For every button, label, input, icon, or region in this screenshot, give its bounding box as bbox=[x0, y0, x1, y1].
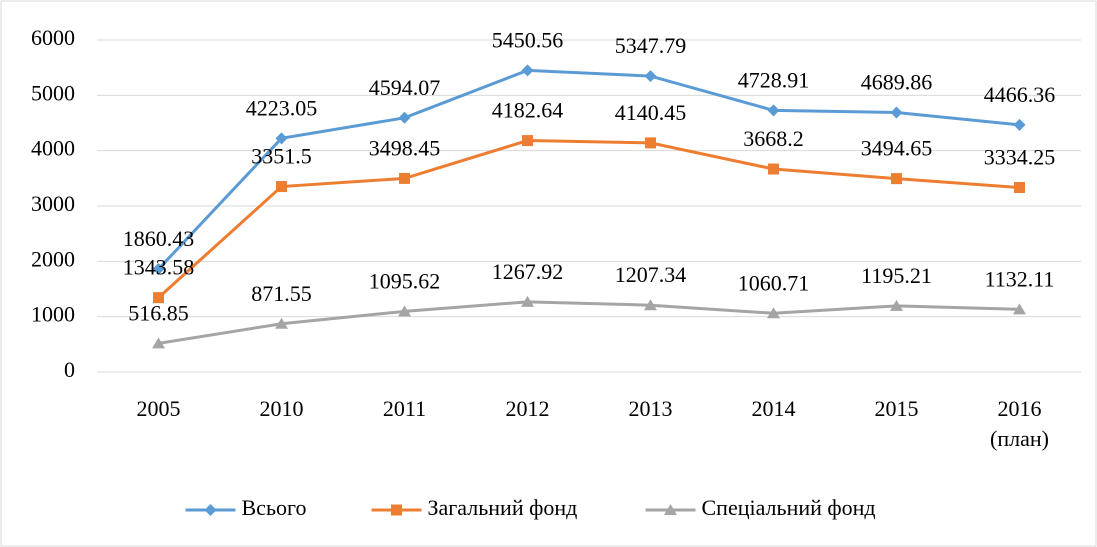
y-tick-label: 5000 bbox=[31, 80, 75, 105]
y-tick-label: 0 bbox=[64, 357, 75, 382]
data-label: 1267.92 bbox=[492, 259, 564, 284]
legend-label: Загальний фонд bbox=[428, 495, 578, 520]
data-label: 3351.5 bbox=[251, 144, 312, 169]
data-label: 4223.05 bbox=[246, 95, 318, 120]
marker bbox=[767, 307, 780, 319]
data-label: 3334.25 bbox=[984, 145, 1056, 170]
marker bbox=[522, 135, 533, 147]
data-label: 1095.62 bbox=[369, 268, 441, 293]
x-tick-label: 2010 bbox=[259, 396, 304, 421]
x-tick-label: 2014 bbox=[751, 396, 796, 421]
marker bbox=[276, 181, 287, 193]
marker bbox=[275, 317, 288, 329]
data-label: 1060.71 bbox=[738, 270, 810, 295]
x-tick-label: 2013 bbox=[628, 396, 673, 421]
y-tick-label: 3000 bbox=[31, 191, 75, 216]
data-label: 3494.65 bbox=[861, 136, 933, 161]
y-tick-label: 1000 bbox=[31, 302, 75, 327]
x-tick-label: 2011 bbox=[382, 396, 427, 421]
data-label: 4594.07 bbox=[369, 75, 441, 100]
data-label: 871.55 bbox=[251, 281, 312, 306]
marker bbox=[398, 111, 411, 124]
x-tick-label: 2005 bbox=[136, 396, 181, 421]
marker bbox=[275, 132, 288, 145]
data-label: 4182.64 bbox=[492, 98, 564, 123]
marker bbox=[521, 64, 534, 77]
marker bbox=[204, 504, 217, 516]
series-line bbox=[158, 300, 1020, 345]
data-label: 1132.11 bbox=[985, 266, 1055, 291]
marker bbox=[645, 137, 656, 149]
series-line bbox=[157, 68, 1020, 271]
data-label: 3668.2 bbox=[743, 126, 804, 151]
marker bbox=[152, 337, 165, 349]
marker bbox=[1013, 118, 1026, 131]
data-label: 1207.34 bbox=[615, 262, 687, 287]
marker bbox=[767, 104, 780, 117]
data-label: 516.85 bbox=[128, 300, 189, 325]
legend-item: Всього bbox=[185, 495, 307, 520]
marker bbox=[891, 173, 902, 185]
legend-label: Спеціальний фонд bbox=[702, 495, 876, 520]
marker bbox=[644, 70, 657, 83]
data-label: 1195.21 bbox=[861, 263, 932, 288]
data-label: 4466.36 bbox=[984, 82, 1056, 107]
data-label: 1343.58 bbox=[123, 255, 195, 280]
marker bbox=[890, 106, 903, 119]
x-tick-label: 2016 (план) bbox=[990, 396, 1049, 451]
marker bbox=[768, 163, 779, 175]
marker bbox=[521, 295, 534, 307]
x-tick-label: 2012 bbox=[505, 396, 550, 421]
marker bbox=[152, 263, 165, 276]
marker bbox=[890, 299, 903, 311]
marker bbox=[398, 305, 411, 317]
legend-item: Загальний фонд bbox=[371, 495, 578, 520]
marker bbox=[644, 299, 657, 311]
y-tick-label: 2000 bbox=[31, 246, 75, 271]
marker bbox=[1014, 182, 1025, 194]
marker bbox=[664, 504, 677, 515]
marker bbox=[1013, 303, 1026, 315]
marker bbox=[153, 292, 164, 304]
data-label: 4689.86 bbox=[861, 70, 933, 95]
data-label: 5450.56 bbox=[492, 27, 564, 52]
x-tick-label: 2015 bbox=[874, 396, 919, 421]
marker bbox=[391, 504, 402, 516]
data-label: 5347.79 bbox=[615, 33, 687, 58]
data-label: 1860.43 bbox=[123, 226, 195, 251]
data-label: 3498.45 bbox=[369, 135, 441, 160]
legend-item: Спеціальний фонд bbox=[645, 495, 876, 520]
data-label: 4140.45 bbox=[615, 100, 687, 125]
y-tick-label: 6000 bbox=[31, 25, 75, 50]
series-line bbox=[157, 139, 1020, 299]
marker bbox=[399, 172, 410, 184]
legend-label: Всього bbox=[242, 495, 307, 520]
y-tick-label: 4000 bbox=[31, 136, 75, 161]
data-label: 4728.91 bbox=[738, 67, 810, 92]
